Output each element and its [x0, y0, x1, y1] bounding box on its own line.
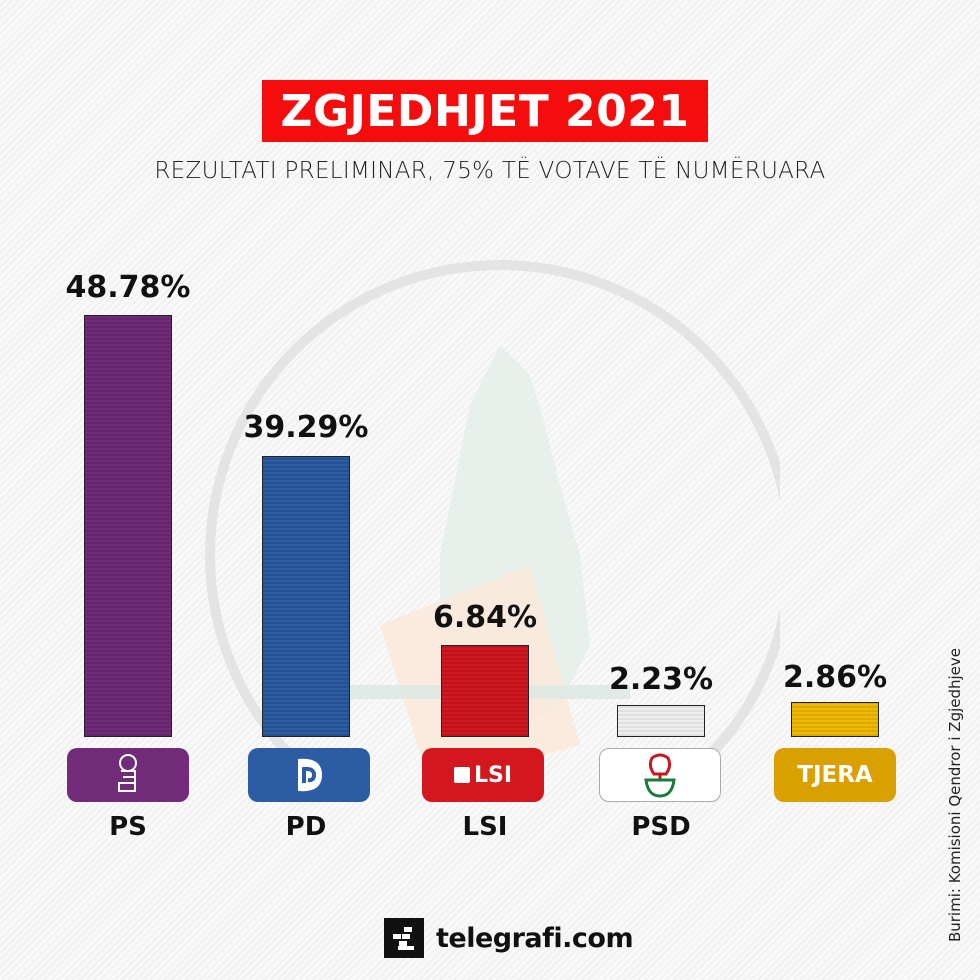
- party-name-ps: PS: [109, 812, 147, 842]
- lsi-rose-icon: [453, 767, 470, 783]
- party-name-pd: PD: [285, 812, 327, 842]
- party-name-lsi: LSI: [462, 812, 508, 842]
- brand-footer: telegrafi.com: [384, 918, 634, 958]
- logo-psd: [599, 748, 721, 802]
- value-label-pd: 39.29%: [243, 410, 369, 445]
- logo-lsi: LSI: [422, 748, 544, 802]
- title-banner: ZGJEDHJET 2021: [262, 80, 708, 142]
- tjera-label: TJERA: [797, 762, 873, 788]
- logo-ps: [67, 748, 189, 802]
- rose-fist-icon: [118, 754, 137, 792]
- lsi-logo-text: LSI: [473, 762, 513, 788]
- chart-title: ZGJEDHJET 2021: [280, 85, 690, 137]
- bar-ps: [84, 315, 172, 737]
- source-note: Burimi: Komisioni Qendror i Zgjedhjeve: [946, 647, 964, 943]
- bar-tjera: [791, 702, 879, 737]
- value-label-lsi: 6.84%: [432, 600, 538, 635]
- bar-psd: [617, 705, 705, 737]
- logo-tjera: TJERA: [774, 748, 896, 802]
- value-label-ps: 48.78%: [65, 270, 191, 305]
- value-label-tjera: 2.86%: [782, 660, 888, 695]
- bar-pd: [262, 456, 350, 737]
- party-name-psd: PSD: [631, 812, 691, 842]
- value-label-psd: 2.23%: [608, 662, 714, 697]
- chart-subtitle: REZULTATI PRELIMINAR, 75% TË VOTAVE TË N…: [154, 158, 826, 184]
- rose-handshake-icon: [644, 753, 676, 798]
- telegrafi-logo-icon: [384, 918, 424, 958]
- logo-pd: [248, 748, 370, 802]
- pd-d-icon: [298, 758, 322, 792]
- bar-lsi: [441, 645, 529, 737]
- brand-name: telegrafi.com: [436, 922, 634, 954]
